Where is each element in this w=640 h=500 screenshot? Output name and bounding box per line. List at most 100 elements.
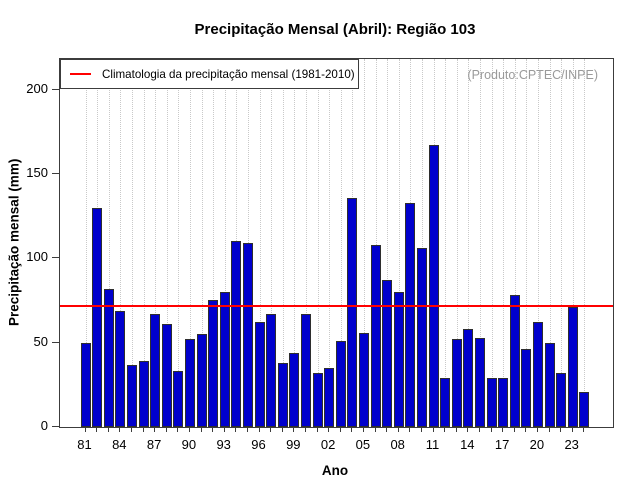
bar-2019	[521, 349, 532, 427]
x-tick	[409, 427, 411, 432]
gridline	[294, 59, 296, 427]
gridline	[201, 59, 203, 427]
x-tick-label: 14	[460, 437, 475, 452]
x-tick	[351, 427, 353, 432]
x-tick	[223, 427, 225, 432]
x-tick	[258, 427, 260, 432]
legend-label: Climatologia da precipitação mensal (198…	[102, 67, 355, 81]
gridline	[561, 59, 563, 427]
gridline	[271, 59, 273, 427]
bar-1983	[103, 288, 114, 427]
x-tick	[165, 427, 167, 432]
bar-1988	[161, 324, 172, 427]
legend: Climatologia da precipitação mensal (198…	[60, 59, 359, 89]
bar-2000	[300, 313, 311, 427]
x-tick	[339, 427, 341, 432]
gridline	[166, 59, 168, 427]
gridline	[224, 59, 226, 427]
gridline	[329, 59, 331, 427]
gridline	[259, 59, 261, 427]
gridline	[572, 59, 574, 427]
x-tick	[432, 427, 434, 432]
gridline	[584, 59, 586, 427]
x-tick	[478, 427, 480, 432]
bar-2024	[579, 391, 590, 427]
gridline	[189, 59, 191, 427]
gridline	[398, 59, 400, 427]
bar-2018	[509, 295, 520, 427]
bar-1986	[138, 361, 149, 427]
bar-1990	[184, 339, 195, 427]
y-tick-label: 100	[26, 249, 48, 265]
bar-1993	[219, 292, 230, 427]
x-tick-label: 23	[564, 437, 579, 452]
gridline	[526, 59, 528, 427]
x-tick	[455, 427, 457, 432]
x-tick-label: 08	[390, 437, 405, 452]
x-tick	[525, 427, 527, 432]
y-tick-label: 200	[26, 80, 48, 96]
bar-2020	[532, 322, 543, 427]
x-tick	[386, 427, 388, 432]
gridline	[479, 59, 481, 427]
bar-1992	[208, 300, 219, 427]
gridline	[143, 59, 145, 427]
y-tick-label: 150	[26, 164, 48, 180]
x-tick	[560, 427, 562, 432]
bar-2007	[382, 280, 393, 427]
x-tick-label: 05	[355, 437, 371, 452]
x-tick	[212, 427, 214, 432]
bar-2021	[544, 342, 555, 427]
bar-1982	[92, 207, 103, 427]
bar-1996	[254, 322, 265, 427]
bar-2013	[451, 339, 462, 427]
x-tick-label: 11	[425, 437, 440, 452]
bar-1989	[173, 371, 184, 427]
x-tick	[490, 427, 492, 432]
x-tick	[142, 427, 144, 432]
gridline	[421, 59, 423, 427]
x-tick	[84, 427, 86, 432]
bar-2002	[324, 367, 335, 427]
bar-2011	[428, 145, 439, 427]
x-tick	[154, 427, 156, 432]
y-tick	[52, 257, 59, 259]
bar-2012	[440, 378, 451, 427]
gridline	[387, 59, 389, 427]
x-tick	[188, 427, 190, 432]
y-axis-label: Precipitação mensal (mm)	[6, 158, 22, 326]
bar-2022	[556, 373, 567, 427]
bar-2004	[347, 197, 358, 427]
bar-1999	[289, 352, 300, 427]
gridline	[363, 59, 365, 427]
bar-2008	[393, 292, 404, 427]
x-tick	[270, 427, 272, 432]
gridline	[213, 59, 215, 427]
bar-2017	[498, 378, 509, 427]
x-tick	[374, 427, 376, 432]
gridline	[317, 59, 319, 427]
x-tick	[502, 427, 504, 432]
gridline	[340, 59, 342, 427]
x-tick	[96, 427, 98, 432]
x-tick-label: 20	[529, 437, 545, 452]
bar-2003	[335, 340, 346, 427]
y-tick-label: 0	[40, 418, 48, 433]
x-tick-label: 81	[77, 437, 92, 452]
x-tick-label: 84	[112, 437, 127, 452]
x-tick	[200, 427, 202, 432]
x-tick-label: 90	[181, 437, 197, 452]
gridline	[155, 59, 157, 427]
bar-1981	[80, 342, 91, 427]
x-tick-label: 87	[146, 437, 162, 452]
x-tick	[548, 427, 550, 432]
bar-2016	[486, 378, 497, 427]
gridline	[537, 59, 539, 427]
bar-2009	[405, 202, 416, 427]
bar-1998	[277, 362, 288, 427]
bar-2023	[567, 307, 578, 427]
y-tick	[52, 172, 59, 174]
x-axis-label: Ano	[321, 463, 349, 478]
gridline	[282, 59, 284, 427]
